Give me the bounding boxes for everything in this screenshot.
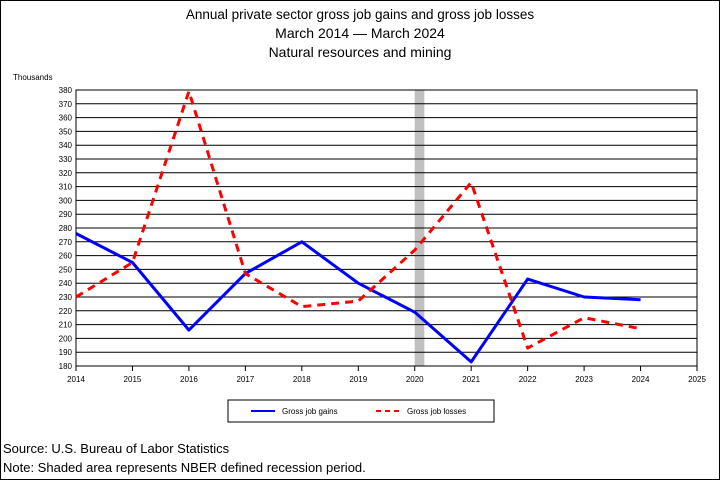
y-tick-label: 370 bbox=[59, 100, 73, 109]
y-tick-label: 320 bbox=[59, 169, 73, 178]
x-tick-label: 2022 bbox=[519, 375, 537, 384]
chart-date-range: March 2014 — March 2024 bbox=[275, 25, 445, 41]
y-tick-label: 210 bbox=[59, 321, 73, 330]
series-line-gross-job-losses bbox=[75, 89, 641, 350]
legend-label: Gross job losses bbox=[407, 407, 466, 416]
y-tick-label: 310 bbox=[59, 183, 73, 192]
x-tick-label: 2021 bbox=[462, 375, 480, 384]
y-tick-label: 250 bbox=[59, 265, 73, 274]
x-tick-label: 2024 bbox=[632, 375, 650, 384]
y-tick-label: 240 bbox=[59, 279, 73, 288]
y-tick-label: 330 bbox=[59, 155, 73, 164]
legend-label: Gross job gains bbox=[282, 407, 338, 416]
y-tick-label: 230 bbox=[59, 293, 73, 302]
plot-border bbox=[75, 89, 698, 367]
x-tick-label: 2023 bbox=[575, 375, 593, 384]
x-tick-label: 2016 bbox=[180, 375, 198, 384]
chart-titles: Annual private sector gross job gains an… bbox=[0, 5, 720, 62]
source-text: Source: U.S. Bureau of Labor Statistics bbox=[3, 441, 230, 456]
y-tick-label: 220 bbox=[59, 307, 73, 316]
x-tick-label: 2015 bbox=[124, 375, 142, 384]
x-tick-label: 2014 bbox=[67, 375, 85, 384]
legend-box bbox=[227, 399, 495, 423]
y-tick-label: 200 bbox=[59, 334, 73, 343]
chart-title: Annual private sector gross job gains an… bbox=[185, 7, 535, 22]
y-tick-label: 280 bbox=[59, 224, 73, 233]
y-tick-label: 340 bbox=[59, 141, 73, 150]
y-tick-label: 180 bbox=[59, 362, 73, 371]
y-tick-label: 260 bbox=[59, 252, 73, 261]
y-tick-label: 290 bbox=[59, 210, 73, 219]
x-tick-label: 2025 bbox=[688, 375, 706, 384]
y-tick-label: 300 bbox=[59, 196, 73, 205]
series-line-gross-job-gains bbox=[75, 232, 641, 364]
y-tick-label: 350 bbox=[59, 127, 73, 136]
x-tick-label: 2020 bbox=[406, 375, 424, 384]
y-tick-label: 270 bbox=[59, 238, 73, 247]
note-text: Note: Shaded area represents NBER define… bbox=[3, 460, 366, 475]
chart-industry: Natural resources and mining bbox=[268, 44, 452, 60]
x-tick-label: 2019 bbox=[349, 375, 367, 384]
x-tick-label: 2018 bbox=[293, 375, 311, 384]
y-axis-label: Thousands bbox=[13, 73, 53, 82]
y-tick-label: 360 bbox=[59, 114, 73, 123]
x-tick-label: 2017 bbox=[236, 375, 254, 384]
y-tick-label: 380 bbox=[59, 86, 73, 95]
y-tick-label: 190 bbox=[59, 348, 73, 357]
